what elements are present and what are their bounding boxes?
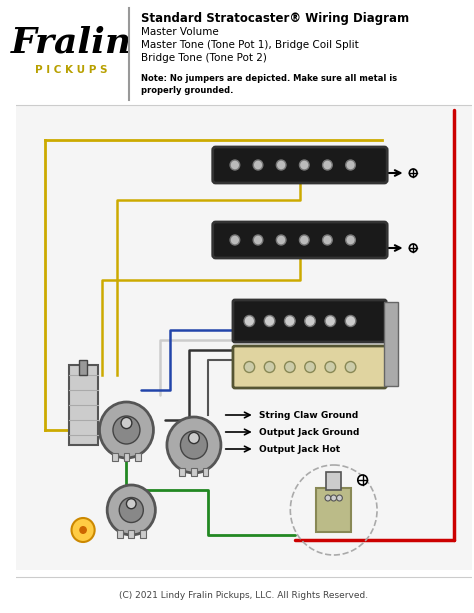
Bar <box>69 365 98 445</box>
Circle shape <box>331 495 337 501</box>
Bar <box>180 468 185 476</box>
Text: P I C K U P S: P I C K U P S <box>35 65 108 75</box>
Circle shape <box>346 235 356 245</box>
Circle shape <box>119 498 143 522</box>
FancyBboxPatch shape <box>213 147 387 183</box>
Bar <box>384 302 398 386</box>
Circle shape <box>337 495 342 501</box>
Circle shape <box>253 160 263 170</box>
Text: Fralin: Fralin <box>11 25 132 59</box>
Circle shape <box>346 160 356 170</box>
Circle shape <box>284 362 295 373</box>
Circle shape <box>410 169 417 177</box>
Bar <box>140 530 146 538</box>
Text: Bridge Tone (Tone Pot 2): Bridge Tone (Tone Pot 2) <box>141 53 267 63</box>
Bar <box>124 453 129 461</box>
Circle shape <box>325 316 336 327</box>
Text: Master Volume: Master Volume <box>141 27 219 37</box>
Circle shape <box>230 235 240 245</box>
Bar <box>16 105 473 570</box>
Bar <box>326 472 341 490</box>
Circle shape <box>300 235 309 245</box>
Circle shape <box>345 316 356 327</box>
Circle shape <box>121 417 132 428</box>
Bar <box>117 530 123 538</box>
Circle shape <box>244 362 255 373</box>
Circle shape <box>264 362 275 373</box>
Bar <box>135 453 141 461</box>
Bar <box>16 577 473 613</box>
Circle shape <box>410 244 417 252</box>
Circle shape <box>305 316 315 327</box>
Circle shape <box>276 235 286 245</box>
Circle shape <box>358 475 367 485</box>
Bar <box>191 468 197 476</box>
Circle shape <box>300 160 309 170</box>
Circle shape <box>100 402 154 458</box>
Circle shape <box>264 316 275 327</box>
Circle shape <box>167 417 221 473</box>
Circle shape <box>253 235 263 245</box>
Text: Master Tone (Tone Pot 1), Bridge Coil Split: Master Tone (Tone Pot 1), Bridge Coil Sp… <box>141 40 359 50</box>
Text: Standard Stratocaster® Wiring Diagram: Standard Stratocaster® Wiring Diagram <box>141 12 409 25</box>
Circle shape <box>127 499 136 509</box>
Circle shape <box>107 485 155 535</box>
Bar <box>16 0 473 105</box>
Circle shape <box>305 362 315 373</box>
Bar <box>128 530 134 538</box>
Text: Note: No jumpers are depicted. Make sure all metal is
properly grounded.: Note: No jumpers are depicted. Make sure… <box>141 74 397 95</box>
Circle shape <box>345 362 356 373</box>
Circle shape <box>276 160 286 170</box>
Circle shape <box>323 235 332 245</box>
FancyBboxPatch shape <box>233 300 386 342</box>
Circle shape <box>113 416 140 444</box>
Circle shape <box>72 518 95 542</box>
Circle shape <box>79 526 87 534</box>
Circle shape <box>230 160 240 170</box>
Circle shape <box>325 495 331 501</box>
Circle shape <box>181 431 208 459</box>
Circle shape <box>323 160 332 170</box>
Bar <box>316 488 351 532</box>
Text: String Claw Ground: String Claw Ground <box>258 411 358 419</box>
Text: (C) 2021 Lindy Fralin Pickups, LLC. All Rights Reserved.: (C) 2021 Lindy Fralin Pickups, LLC. All … <box>119 590 369 600</box>
Circle shape <box>284 316 295 327</box>
Bar <box>202 468 209 476</box>
Bar <box>79 360 87 375</box>
Text: Output Jack Hot: Output Jack Hot <box>258 444 340 454</box>
Circle shape <box>189 432 200 444</box>
FancyBboxPatch shape <box>233 346 386 388</box>
FancyBboxPatch shape <box>213 222 387 258</box>
Circle shape <box>244 316 255 327</box>
Circle shape <box>325 362 336 373</box>
Text: Output Jack Ground: Output Jack Ground <box>258 427 359 436</box>
Bar <box>112 453 118 461</box>
